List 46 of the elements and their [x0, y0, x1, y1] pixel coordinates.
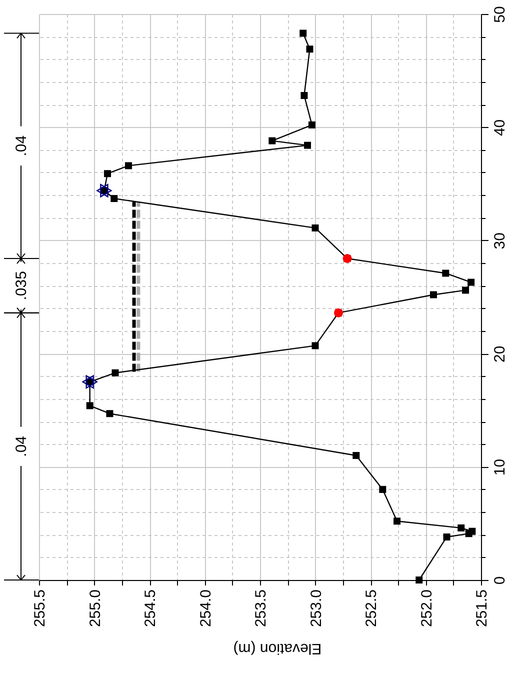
- text: .035: [13, 271, 30, 300]
- point: [312, 342, 319, 350]
- y-tick-label: 30: [492, 232, 508, 250]
- y-tick-label: 0: [492, 576, 508, 585]
- point: [416, 576, 423, 584]
- x-tick-label: 254.0: [197, 590, 214, 628]
- point: [306, 46, 314, 53]
- point: [468, 528, 476, 535]
- x-axis-title: Elevation (m): [233, 640, 322, 658]
- point: [96, 184, 112, 198]
- y-tick-label: 20: [492, 346, 508, 362]
- point: [300, 92, 308, 100]
- point: [442, 270, 450, 277]
- point: [300, 30, 307, 37]
- x-tick-label: 255.5: [32, 590, 48, 628]
- point: [430, 291, 437, 298]
- x-tick-label: 252.5: [363, 590, 380, 628]
- point: [104, 170, 112, 178]
- point: [268, 137, 276, 144]
- y-tick-label: 50: [492, 6, 508, 23]
- x-tick-label: 252.0: [418, 590, 436, 628]
- text: .04: [13, 436, 30, 457]
- y-tick-label: 10: [492, 458, 508, 476]
- point: [106, 410, 114, 418]
- point: [462, 286, 470, 294]
- x-tick-label: 255.0: [86, 590, 104, 628]
- x-tick-label: 253.0: [308, 590, 325, 628]
- point: [394, 518, 401, 525]
- point: [468, 278, 475, 286]
- point: [308, 121, 316, 128]
- point: [110, 195, 118, 202]
- point: [86, 402, 94, 410]
- point: [82, 375, 98, 389]
- point: [379, 486, 386, 493]
- point: [352, 452, 360, 459]
- y-tick-label: 40: [492, 119, 508, 136]
- x-tick-label: 254.5: [142, 590, 159, 628]
- text: .04: [13, 135, 30, 156]
- x-tick-label: 251.5: [474, 590, 490, 628]
- point: [304, 142, 312, 149]
- x-tick-label: 253.5: [252, 590, 270, 628]
- point: [125, 162, 132, 170]
- point: [112, 369, 119, 376]
- point: [443, 533, 450, 540]
- point: [458, 524, 465, 532]
- point: [312, 224, 319, 232]
